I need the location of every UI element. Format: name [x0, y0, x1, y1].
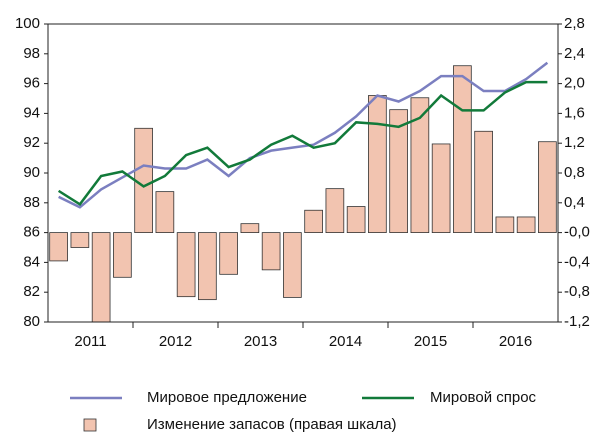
bar: [431, 143, 451, 234]
y-tick-label: 96: [23, 75, 40, 92]
x-tick-label: 2011: [74, 333, 106, 350]
bar: [495, 216, 515, 234]
legend-swatch: [83, 418, 97, 432]
y2-tick-label: 0,4: [564, 194, 585, 211]
y2-tick-label: -1,2: [564, 313, 590, 330]
y-tick-label: 82: [23, 283, 40, 300]
bar: [113, 232, 132, 278]
x-tick-label: 2013: [244, 333, 277, 350]
x-tick-label: 2015: [414, 333, 447, 350]
bar: [304, 209, 323, 234]
y-tick-label: 88: [23, 194, 40, 211]
x-tick-label: 2012: [159, 333, 192, 350]
y2-tick-label: -0,4: [564, 253, 590, 270]
y2-tick-label: 2,8: [564, 15, 585, 32]
legend-label: Мировой спрос: [430, 389, 537, 406]
y-tick-label: 94: [23, 104, 40, 121]
y2-tick-label: -0,0: [564, 224, 590, 241]
bar: [261, 232, 281, 271]
y2-tick-label: 0,8: [564, 164, 585, 181]
y-tick-label: 86: [23, 224, 40, 241]
bar: [516, 216, 536, 234]
bar: [410, 97, 430, 233]
line: [58, 61, 549, 209]
bar: [198, 232, 217, 301]
bar: [70, 232, 90, 248]
bar: [91, 232, 111, 323]
legend-label: Изменение запасов (правая шкала): [147, 416, 397, 433]
x-tick-label: 2014: [329, 333, 362, 350]
bar: [134, 127, 153, 234]
bar: [325, 188, 345, 234]
line: [57, 80, 548, 206]
bar: [346, 206, 366, 233]
y-tick-label: 90: [23, 164, 40, 181]
y2-tick-label: 2,0: [564, 75, 585, 92]
bar: [240, 223, 260, 234]
bar: [368, 95, 387, 233]
bar: [538, 141, 557, 234]
y-tick-label: 98: [23, 45, 40, 62]
y2-tick-label: 2,4: [564, 45, 585, 62]
bar: [283, 232, 302, 298]
y-tick-label: 80: [23, 313, 40, 330]
y-tick-label: 84: [23, 253, 40, 270]
legend-label: Мировое предложение: [147, 389, 307, 406]
bar: [389, 109, 408, 234]
bar: [49, 232, 68, 262]
bar: [155, 191, 175, 233]
x-tick-label: 2016: [499, 333, 532, 350]
bar: [453, 65, 472, 234]
bar: [176, 232, 196, 298]
y-tick-label: 100: [15, 15, 40, 32]
y2-tick-label: 1,6: [564, 104, 585, 121]
y2-tick-label: 1,2: [564, 134, 585, 151]
bar: [474, 130, 493, 233]
y-tick-label: 92: [23, 134, 40, 151]
y2-tick-label: -0,8: [564, 283, 590, 300]
bar: [219, 232, 238, 275]
